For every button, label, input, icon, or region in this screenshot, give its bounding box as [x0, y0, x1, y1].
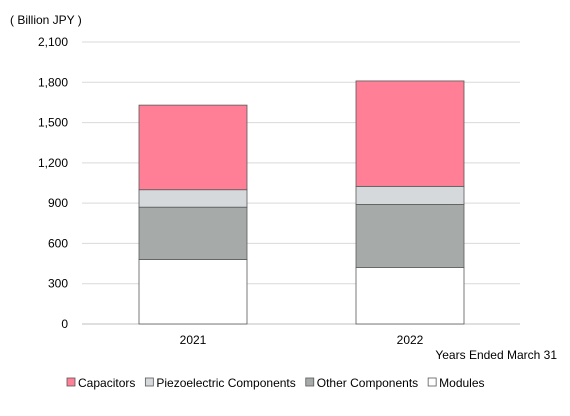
bar-segment-other-components [355, 204, 465, 269]
legend-label: Other Components [317, 376, 418, 390]
bar-segment-modules [138, 259, 248, 325]
legend-label: Piezoelectric Components [156, 376, 295, 390]
legend-label: Modules [439, 376, 484, 390]
bar-segment-piezoelectric-components [138, 189, 248, 208]
x-axis-caption: Years Ended March 31 [435, 348, 557, 362]
bar-segment-capacitors [138, 104, 248, 191]
y-tick-label: 600 [48, 236, 68, 250]
bars [138, 80, 465, 325]
y-tick-label: 0 [61, 317, 68, 331]
x-axis-tick-labels: 2021 2022 [180, 333, 424, 347]
legend: Capacitors Piezoelectric Components Other … [66, 376, 485, 390]
y-tick-label: 1,800 [38, 75, 68, 89]
y-axis-tick-labels: 0 300 600 900 1,200 1,500 1,800 2,100 [38, 35, 68, 331]
y-tick-label: 900 [48, 196, 68, 210]
legend-swatch [66, 377, 76, 387]
y-tick-label: 1,500 [38, 116, 68, 130]
bar-segment-capacitors [355, 80, 465, 187]
y-tick-label: 300 [48, 277, 68, 291]
bar-segment-piezoelectric-components [355, 185, 465, 205]
y-axis-unit-label: ( Billion JPY ) [10, 13, 82, 27]
x-tick-label: 2022 [397, 333, 424, 347]
legend-label: Capacitors [78, 376, 135, 390]
legend-swatch [427, 377, 437, 387]
legend-swatch [305, 377, 315, 387]
y-tick-label: 1,200 [38, 156, 68, 170]
bar-segment-modules [355, 267, 465, 325]
x-tick-label: 2021 [180, 333, 207, 347]
y-tick-label: 2,100 [38, 35, 68, 49]
bar-segment-other-components [138, 206, 248, 260]
legend-swatch [144, 377, 154, 387]
